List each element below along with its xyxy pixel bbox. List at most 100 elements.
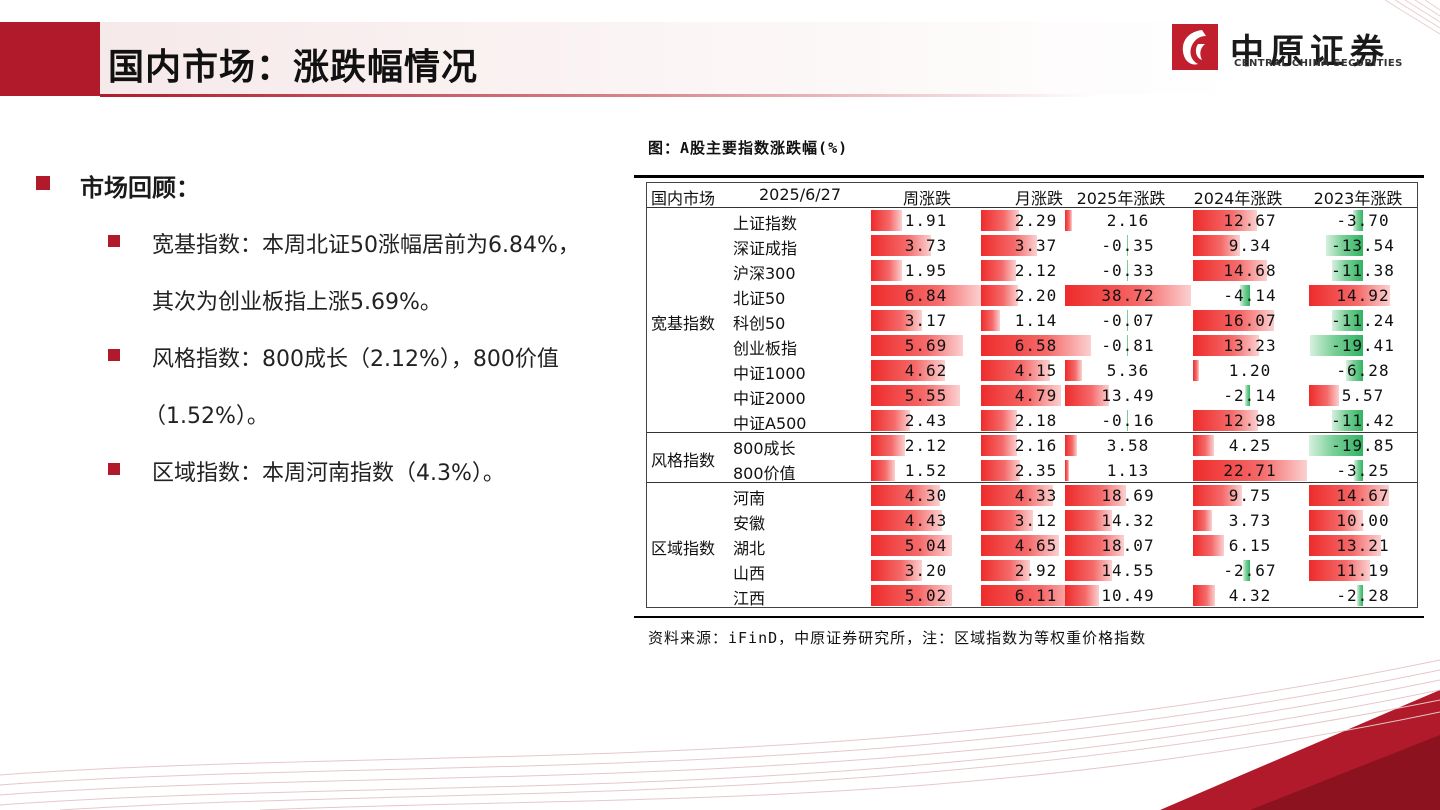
table-cell: -0.35 [1065,234,1191,256]
cell-value: 14.68 [1223,261,1277,280]
data-bar-positive [981,310,1001,331]
data-bar-positive [1309,535,1381,556]
data-bar-negative [1126,260,1128,281]
table-cell: -3.70 [1309,209,1417,231]
group-separator [647,482,1417,483]
data-bar-negative [1310,335,1363,356]
row-name: 800成长 [733,439,796,458]
cell-value: -4.14 [1223,286,1277,305]
row-name: 北证50 [733,289,786,308]
table-cell: -11.42 [1309,409,1417,431]
data-bar-positive [1193,310,1274,331]
table-cell: -0.33 [1065,259,1191,281]
row-name: 科创50 [733,314,786,333]
cell-value: 5.57 [1341,386,1385,405]
data-bar-positive [1065,460,1069,481]
cell-value: 9.75 [1228,486,1272,505]
table-cell: 10.00 [1309,509,1417,531]
table-caption: 图：A股主要指数涨跌幅(%) [648,139,849,157]
data-bar-positive [1193,510,1212,531]
row-name: 创业板指 [733,339,798,358]
cell-value: -6.28 [1336,361,1390,380]
data-bar-positive [1065,210,1073,231]
cell-value: 2.43 [904,411,948,430]
cell-value: 4.33 [1014,486,1058,505]
cell-value: -0.33 [1101,261,1155,280]
data-bar-negative [1345,360,1363,381]
table-cell: -19.85 [1309,434,1417,456]
cell-value: 4.32 [1228,586,1272,605]
table-cell: -11.38 [1309,259,1417,281]
data-bar-positive [1193,210,1257,231]
group-label: 风格指数 [651,451,716,470]
row-name: 深证成指 [733,239,798,258]
table-row: 沪深300 1.95 2.12 -0.33 14.68 -11.38 [647,258,1417,283]
data-bar-positive [1065,560,1113,581]
cell-value: 10.00 [1336,511,1390,530]
cell-value: 1.95 [904,261,948,280]
cell-value: -0.35 [1101,236,1155,255]
data-bar-positive [1193,410,1259,431]
bullet-continuation: 其次为创业板指上涨5.69%。 [152,290,442,315]
cell-value: 16.07 [1223,311,1277,330]
cell-value: 3.73 [1228,511,1272,530]
data-bar-negative [1243,560,1250,581]
header-col: 2023年涨跌 [1313,189,1403,208]
cell-value: -11.24 [1331,311,1395,330]
table-cell: -3.25 [1309,459,1417,481]
data-bar-positive [871,235,931,256]
data-bar-positive [1065,485,1126,506]
cell-value: 1.52 [904,461,948,480]
row-name: 江西 [733,589,766,608]
table-cell: 6.58 [981,334,1091,356]
data-bar-negative [1126,235,1128,256]
table-cell: 3.73 [871,234,981,256]
data-bar-positive [1309,560,1370,581]
data-bar-positive [981,260,1017,281]
table-cell: 12.98 [1193,409,1307,431]
logo-cn-text: 中原证券 [1230,32,1390,72]
cell-value: 6.11 [1014,586,1058,605]
cell-value: 10.49 [1101,586,1155,605]
table-row: 山西 3.20 2.92 14.55 -2.67 11.19 [647,558,1417,583]
table-cell: 6.15 [1193,534,1307,556]
data-bar-positive [871,410,911,431]
table-row: 上证指数 1.91 2.29 2.16 12.67 -3.70 [647,208,1417,233]
data-bar-negative [1244,385,1250,406]
table-cell: 4.65 [981,534,1091,556]
cell-value: 1.91 [904,211,948,230]
table-cell: 10.49 [1065,584,1191,606]
table-cell: 4.43 [871,509,981,531]
table-cell: 14.67 [1309,484,1417,506]
data-bar-positive [981,235,1038,256]
bullet-square-icon [108,463,120,475]
cell-value: 2.12 [904,436,948,455]
data-bar-positive [981,285,1018,306]
cell-value: 4.65 [1014,536,1058,555]
cell-value: 4.79 [1014,386,1058,405]
cell-value: 3.37 [1014,236,1058,255]
cell-value: 12.67 [1223,211,1277,230]
table-row: 江西 5.02 6.11 10.49 4.32 -2.28 [647,583,1417,608]
cell-value: 2.20 [1014,286,1058,305]
header-col: 周涨跌 [902,189,951,208]
row-name: 中证A500 [733,414,807,433]
group-label: 宽基指数 [651,313,716,333]
table-cell: 14.92 [1309,284,1417,306]
table-cell: 3.73 [1193,509,1307,531]
table-cell: 2.92 [981,559,1091,581]
table-cell: -0.07 [1065,309,1191,331]
table-cell: 4.79 [981,384,1091,406]
table-cell: 2.43 [871,409,981,431]
data-bar-positive [981,360,1051,381]
table-cell: 2.20 [981,284,1091,306]
data-bar-positive [981,460,1021,481]
cell-value: 3.58 [1106,436,1150,455]
data-bar-positive [1065,385,1109,406]
cell-value: 5.36 [1106,361,1150,380]
table-cell: 2.18 [981,409,1091,431]
data-bar-positive [1065,585,1100,606]
table-cell: 1.52 [871,459,981,481]
data-bar-positive [871,510,943,531]
data-bar-positive [871,310,922,331]
